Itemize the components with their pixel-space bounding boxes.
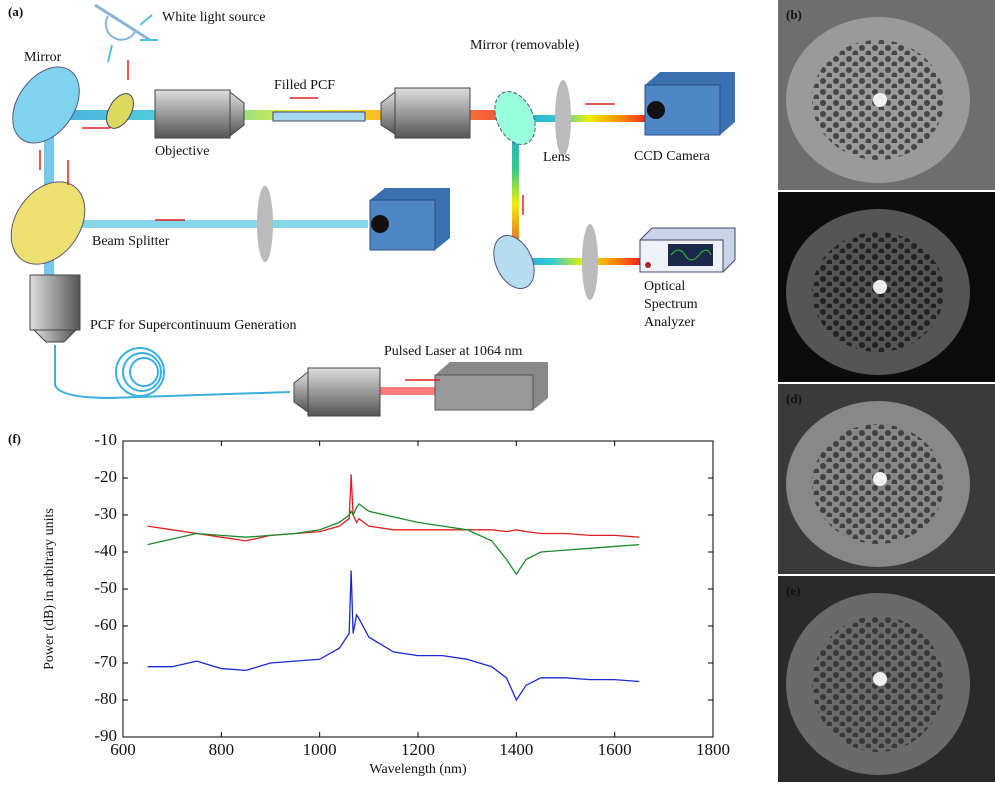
fiber-coil <box>130 358 158 386</box>
lens <box>257 186 273 262</box>
panel-label: (a) <box>8 4 23 19</box>
core-spot <box>873 93 887 107</box>
label: Analyzer <box>644 315 696 330</box>
panel-label: (d) <box>786 391 802 406</box>
x-tick-label: 1400 <box>499 740 533 759</box>
y-tick-label: -70 <box>94 652 117 671</box>
x-tick-label: 1800 <box>696 740 730 759</box>
objective <box>395 88 470 138</box>
panel-label: (b) <box>786 7 802 22</box>
setup-diagram: (a) White light source Mirror Objective … <box>0 4 735 416</box>
x-axis-label: Wavelength (nm) <box>369 762 467 777</box>
core-spot <box>873 672 887 686</box>
objective <box>155 90 230 138</box>
panel-label: (c) <box>786 199 800 214</box>
objective-tip <box>230 92 244 136</box>
micrographs: (b) (c) (d) (e) <box>778 0 995 782</box>
label: PCF for Supercontinuum Generation <box>90 318 296 333</box>
lens <box>555 80 571 156</box>
filled-pcf <box>273 112 365 121</box>
label: Spectrum <box>644 297 698 312</box>
y-tick-label: -80 <box>94 689 117 708</box>
core-spot <box>873 280 887 294</box>
label: White light source <box>162 10 265 25</box>
label: Beam Splitter <box>92 234 170 249</box>
x-tick-label: 1000 <box>303 740 337 759</box>
camera-lens <box>647 101 665 119</box>
lens <box>582 224 598 300</box>
plot-frame <box>123 441 713 737</box>
laser-beam <box>380 387 440 395</box>
x-tick-label: 1600 <box>598 740 632 759</box>
y-tick-label: -60 <box>94 615 117 634</box>
x-tick-label: 800 <box>209 740 235 759</box>
objective-tip <box>34 330 76 342</box>
spectrum-chart: (f) Wavelength (nm) Power (dB) in arbitr… <box>8 430 730 777</box>
osa-screen <box>668 244 713 266</box>
label: Optical <box>644 279 685 294</box>
y-tick-label: -20 <box>94 467 117 486</box>
beam <box>518 115 648 122</box>
core-spot <box>873 472 887 486</box>
label: Mirror (removable) <box>470 38 580 53</box>
camera-lens <box>371 215 389 233</box>
label: Lens <box>543 150 570 165</box>
fiber <box>55 345 290 398</box>
spectrum-line <box>148 474 640 541</box>
objective <box>30 275 80 330</box>
spectrum-line <box>148 504 640 574</box>
mirror <box>0 55 93 156</box>
light-ray <box>140 15 152 25</box>
osa-knob <box>645 262 651 268</box>
objective <box>308 368 380 416</box>
objective-tip <box>381 92 395 134</box>
y-tick-label: -50 <box>94 578 117 597</box>
label: Objective <box>155 144 209 159</box>
y-tick-label: -40 <box>94 541 117 560</box>
y-axis-label: Power (dB) in arbitrary units <box>42 508 57 670</box>
spectrum-line <box>148 571 640 701</box>
y-tick-label: -10 <box>94 430 117 449</box>
label: Filled PCF <box>274 78 335 93</box>
panel-label: (f) <box>8 431 21 446</box>
beam <box>48 220 368 228</box>
label: Mirror <box>24 50 62 65</box>
x-tick-label: 1200 <box>401 740 435 759</box>
panel-label: (e) <box>786 583 800 598</box>
label: Pulsed Laser at 1064 nm <box>384 344 523 359</box>
light-ray <box>108 45 112 62</box>
pulsed-laser <box>435 375 533 410</box>
y-tick-label: -30 <box>94 504 117 523</box>
label: CCD Camera <box>634 149 711 164</box>
objective-tip <box>294 372 308 412</box>
y-tick-label: -90 <box>94 726 117 745</box>
figure: (a) White light source Mirror Objective … <box>0 0 995 782</box>
